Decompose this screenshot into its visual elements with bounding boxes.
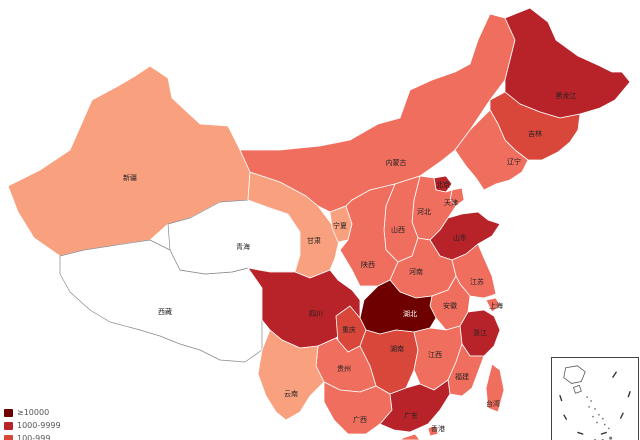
- legend-label: 100-999: [17, 434, 51, 440]
- inset-coastline: [563, 365, 586, 384]
- province-云南[interactable]: [257, 329, 325, 421]
- legend: ≥10000 1000-9999 100-999: [4, 406, 61, 440]
- province-浙江[interactable]: [459, 309, 501, 357]
- inset-islands-dots: [586, 396, 613, 440]
- province-香港[interactable]: [427, 425, 439, 437]
- province-福建[interactable]: [447, 343, 485, 397]
- province-台湾[interactable]: [485, 363, 505, 413]
- legend-label: ≥10000: [17, 408, 50, 417]
- province-北京[interactable]: [433, 175, 453, 193]
- legend-swatch: [4, 421, 13, 430]
- province-黑龙江[interactable]: [504, 7, 631, 119]
- legend-label: 1000-9999: [17, 421, 61, 430]
- province-辽宁[interactable]: [454, 109, 529, 191]
- inset-boundary-dashes: [559, 371, 631, 435]
- hainan-island[interactable]: [399, 433, 421, 440]
- south-china-sea-inset: [551, 357, 639, 440]
- legend-swatch: [4, 434, 13, 440]
- legend-item-100-999[interactable]: 100-999: [4, 432, 61, 440]
- province-内蒙古[interactable]: [239, 13, 516, 213]
- province-广东[interactable]: [379, 379, 451, 433]
- inset-canvas: [559, 365, 631, 440]
- inset-island: [573, 384, 582, 394]
- legend-swatch: [4, 408, 13, 417]
- province-上海[interactable]: [485, 297, 501, 313]
- legend-item-1000-9999[interactable]: 1000-9999: [4, 419, 61, 432]
- legend-item-ge10000[interactable]: ≥10000: [4, 406, 61, 419]
